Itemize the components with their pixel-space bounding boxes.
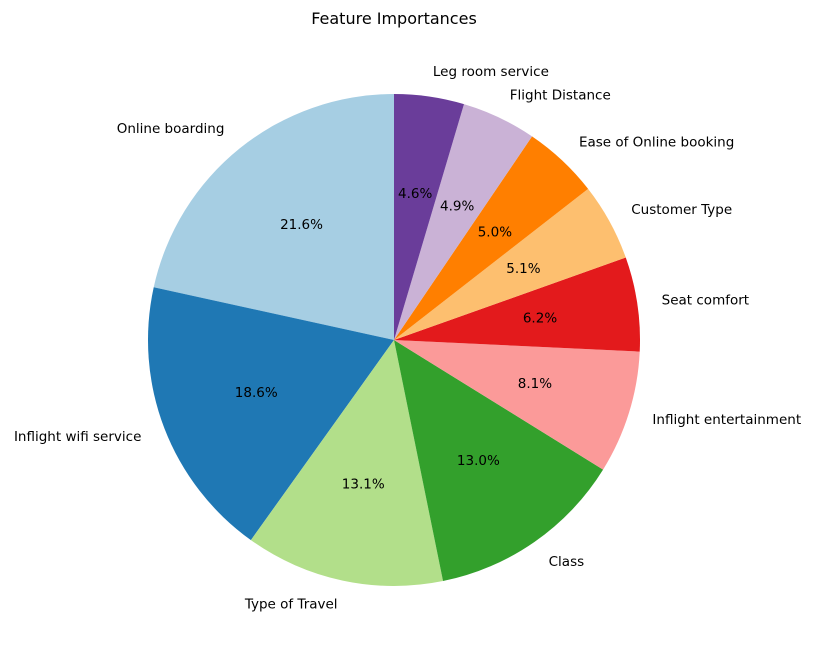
pie-percent-customer-type: 5.1% xyxy=(506,261,540,277)
pie-label-customer-type: Customer Type xyxy=(631,202,732,218)
pie-percent-flight-distance: 4.9% xyxy=(440,199,474,215)
chart-title: Feature Importances xyxy=(311,9,477,28)
pie-percent-seat-comfort: 6.2% xyxy=(523,310,557,326)
pie-slice-inflight-entertainment xyxy=(394,340,640,470)
pie-label-flight-distance: Flight Distance xyxy=(510,87,611,103)
pie-label-inflight-entertainment: Inflight entertainment xyxy=(652,412,801,428)
pie-slice-seat-comfort xyxy=(394,257,641,352)
pie-percent-online-boarding: 21.6% xyxy=(280,217,323,233)
pie-slice-inflight-wifi-service xyxy=(147,287,394,541)
pie-label-leg-room-service: Leg room service xyxy=(433,64,549,80)
pie-slice-customer-type xyxy=(394,188,626,340)
pie-slice-leg-room-service xyxy=(394,94,464,340)
pie-label-type-of-travel: Type of Travel xyxy=(244,597,338,613)
pie-percent-inflight-entertainment: 8.1% xyxy=(518,376,552,392)
pie-slices xyxy=(147,94,641,586)
pie-label-class: Class xyxy=(549,554,585,570)
pie-slice-online-boarding xyxy=(153,94,394,340)
pie-slice-flight-distance xyxy=(394,104,533,340)
pie-labels: Online boarding Inflight wifi service Type… xyxy=(14,64,801,612)
pie-label-inflight-wifi-service: Inflight wifi service xyxy=(14,429,141,445)
pie-label-seat-comfort: Seat comfort xyxy=(662,292,749,308)
pie-slice-class xyxy=(394,340,604,582)
pie-label-ease-of-online-booking: Ease of Online booking xyxy=(579,134,734,150)
pie-slice-ease-of-online-booking xyxy=(394,136,589,340)
pie-percent-ease-of-online-booking: 5.0% xyxy=(478,224,512,240)
pie-percent-type-of-travel: 13.1% xyxy=(342,476,385,492)
pie-percent-class: 13.0% xyxy=(457,453,500,469)
pie-percent-labels: 21.6% 18.6% 13.1% 13.0% 8.1% 6.2% 5.1% 5.0%4.9%… xyxy=(235,186,558,492)
pie-slice-type-of-travel xyxy=(250,340,444,586)
pie-percent-leg-room-service: 4.6% xyxy=(398,186,432,202)
pie-label-online-boarding: Online boarding xyxy=(117,121,225,137)
pie-percent-inflight-wifi-service: 18.6% xyxy=(235,385,278,401)
